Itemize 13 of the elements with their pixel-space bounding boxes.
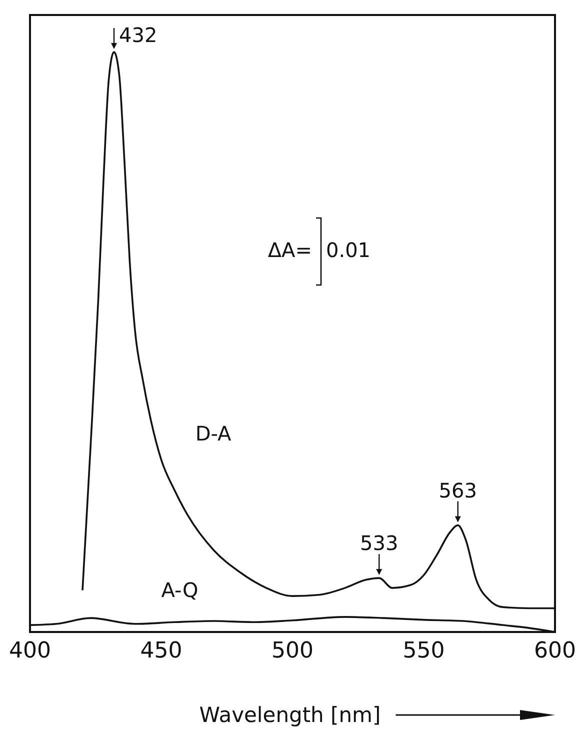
series-label: A-Q: [161, 578, 198, 602]
series-label: D-A: [195, 422, 232, 446]
x-tick-label: 450: [140, 638, 182, 664]
x-tick-label: 600: [534, 638, 576, 664]
annotation: 432: [119, 23, 158, 47]
x-axis-title: Wavelength [nm]: [199, 703, 381, 727]
annotation: 0.01: [326, 238, 371, 262]
annotation: ΔA=: [268, 238, 312, 262]
x-tick-label: 500: [272, 638, 314, 664]
x-tick-label: 550: [402, 638, 445, 664]
annotation: 563: [438, 478, 477, 502]
x-tick-label: 400: [9, 638, 51, 664]
annotation: 533: [360, 531, 398, 556]
